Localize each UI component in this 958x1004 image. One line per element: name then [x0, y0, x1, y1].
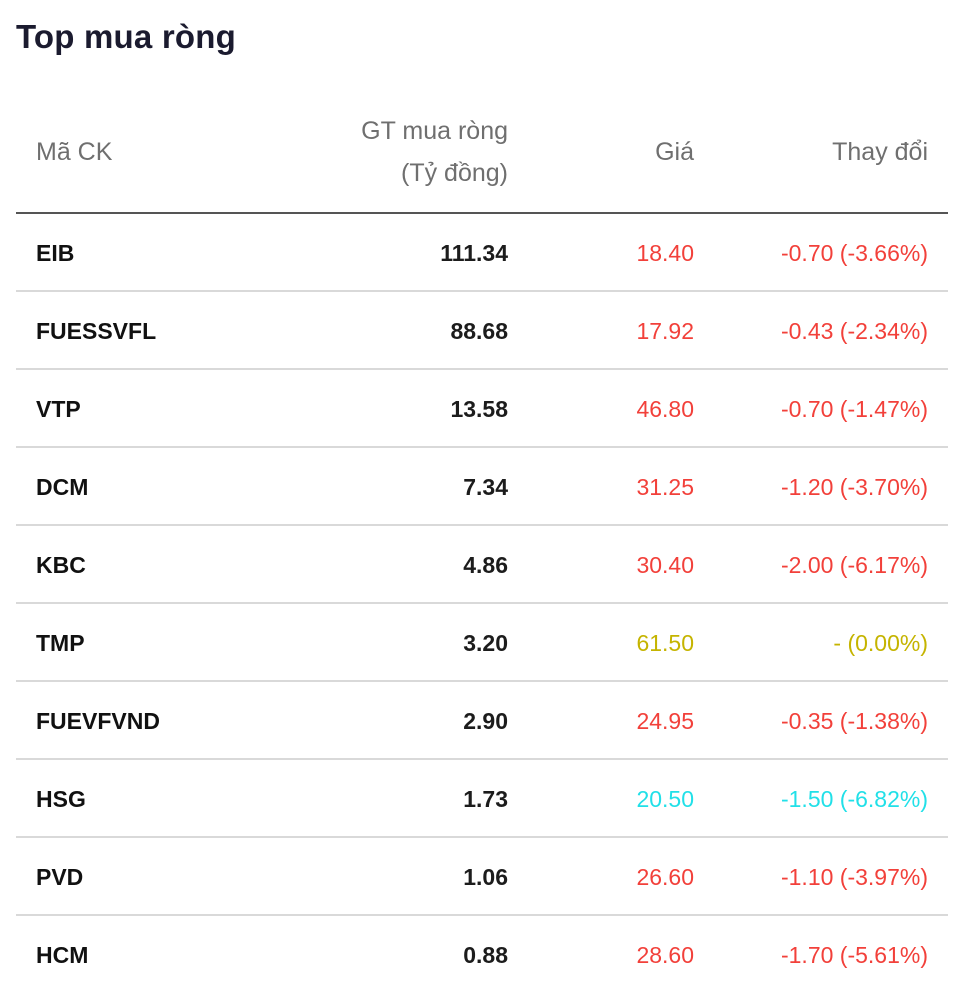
stock-code: EIB [36, 240, 75, 266]
stock-code: KBC [36, 552, 86, 578]
stock-code: HSG [36, 786, 86, 812]
table-row[interactable]: HSG 1.73 20.50 -1.50 (-6.82%) [16, 760, 948, 838]
net-buy-value: 88.68 [450, 318, 508, 344]
change-value: -0.43 (-2.34%) [780, 318, 928, 344]
price-value: 26.60 [636, 864, 694, 890]
net-buy-value: 1.06 [463, 864, 508, 890]
net-buy-value: 111.34 [440, 240, 508, 266]
table-row[interactable]: TMP 3.20 61.50 - (0.00%) [16, 604, 948, 682]
net-buy-value: 1.73 [463, 786, 508, 812]
price-value: 61.50 [636, 630, 694, 656]
net-buy-value: 3.20 [463, 630, 508, 656]
table-row[interactable]: FUESSVFL 88.68 17.92 -0.43 (-2.34%) [16, 292, 948, 370]
table-row[interactable]: PVD 1.06 26.60 -1.10 (-3.97%) [16, 838, 948, 916]
table-row[interactable]: VTP 13.58 46.80 -0.70 (-1.47%) [16, 370, 948, 448]
price-value: 46.80 [636, 396, 694, 422]
price-value: 28.60 [636, 942, 694, 968]
change-value: - (0.00%) [833, 630, 928, 656]
change-value: -0.35 (-1.38%) [780, 708, 928, 734]
stock-code: HCM [36, 942, 89, 968]
header-price[interactable]: Giá [655, 138, 694, 166]
net-buy-value: 0.88 [463, 942, 508, 968]
net-buy-value: 4.86 [463, 552, 508, 578]
table-row[interactable]: EIB 111.34 18.40 -0.70 (-3.66%) [16, 214, 948, 292]
stock-code: FUEVFVND [36, 708, 160, 734]
table-row[interactable]: FUEVFVND 2.90 24.95 -0.35 (-1.38%) [16, 682, 948, 760]
net-buy-table: Mã CK GT mua ròng (Tỷ đồng) Giá Thay đổi… [16, 98, 948, 994]
table-header: Mã CK GT mua ròng (Tỷ đồng) Giá Thay đổi [16, 98, 948, 214]
price-value: 17.92 [636, 318, 694, 344]
net-buy-value: 13.58 [450, 396, 508, 422]
change-value: -1.70 (-5.61%) [780, 942, 928, 968]
change-value: -0.70 (-1.47%) [780, 396, 928, 422]
stock-code: FUESSVFL [36, 318, 157, 344]
header-net-buy-value-line2: (Tỷ đồng) [401, 159, 508, 187]
price-value: 20.50 [636, 786, 694, 812]
stock-code: TMP [36, 630, 85, 656]
price-value: 18.40 [636, 240, 694, 266]
table-row[interactable]: DCM 7.34 31.25 -1.20 (-3.70%) [16, 448, 948, 526]
table-row[interactable]: HCM 0.88 28.60 -1.70 (-5.61%) [16, 916, 948, 994]
net-buy-value: 7.34 [463, 474, 508, 500]
stock-code: DCM [36, 474, 89, 500]
header-stock-code[interactable]: Mã CK [36, 138, 113, 166]
price-value: 30.40 [636, 552, 694, 578]
price-value: 31.25 [636, 474, 694, 500]
header-change[interactable]: Thay đổi [832, 138, 928, 166]
widget-title: Top mua ròng [16, 18, 236, 55]
net-buy-value: 2.90 [463, 708, 508, 734]
change-value: -2.00 (-6.17%) [780, 552, 928, 578]
change-value: -1.10 (-3.97%) [780, 864, 928, 890]
header-net-buy-value-line1: GT mua ròng [361, 117, 508, 145]
stock-code: VTP [36, 396, 81, 422]
change-value: -0.70 (-3.66%) [780, 240, 928, 266]
change-value: -1.20 (-3.70%) [780, 474, 928, 500]
table-body: EIB 111.34 18.40 -0.70 (-3.66%) FUESSVFL 88.6… [16, 214, 948, 994]
table-row[interactable]: KBC 4.86 30.40 -2.00 (-6.17%) [16, 526, 948, 604]
stock-code: PVD [36, 864, 84, 890]
change-value: -1.50 (-6.82%) [780, 786, 928, 812]
price-value: 24.95 [636, 708, 694, 734]
header-net-buy-value[interactable]: GT mua ròng (Tỷ đồng) [361, 110, 508, 194]
